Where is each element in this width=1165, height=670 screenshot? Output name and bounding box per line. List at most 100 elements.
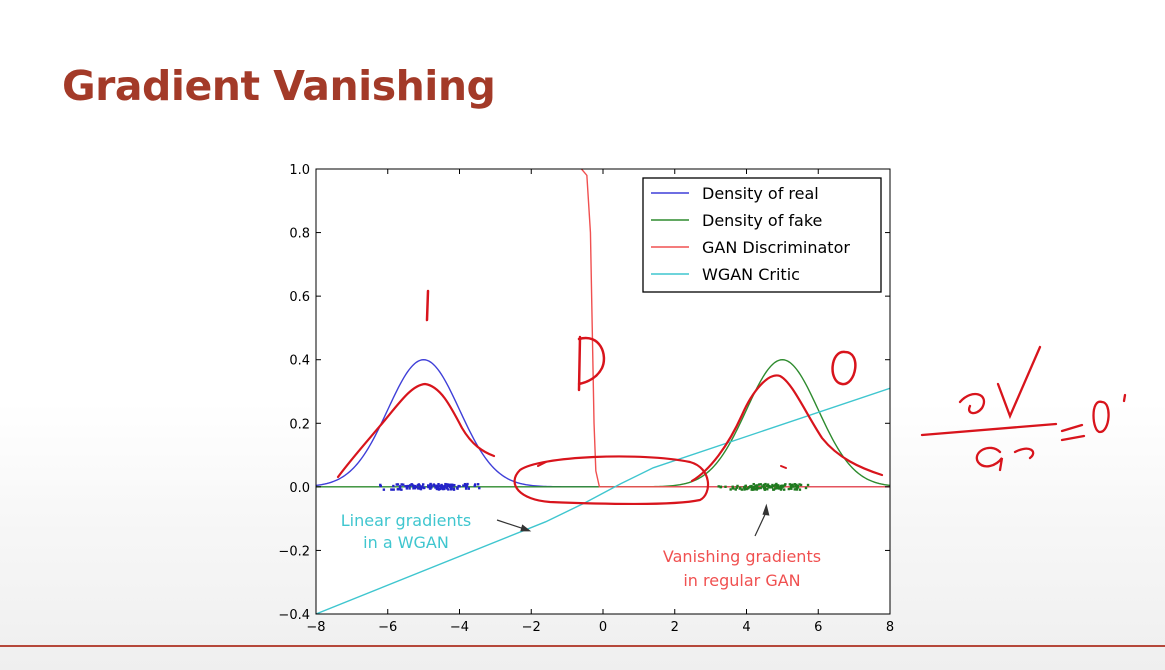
ink-mark-one: [425, 289, 430, 322]
legend-label: Density of fake: [702, 211, 822, 230]
scatter-point-real: [392, 488, 395, 491]
scatter-point-real: [396, 488, 400, 491]
x-tick-label: 8: [886, 620, 894, 635]
scatter-point-real: [400, 488, 403, 491]
scatter-point-fake: [804, 486, 808, 490]
scatter-point-fake: [754, 487, 758, 491]
scatter-point-fake: [750, 486, 754, 490]
scatter-point-fake: [745, 487, 748, 490]
scatter-point-real: [439, 485, 442, 488]
scatter-point-real: [439, 487, 443, 490]
scatter-point-real: [464, 487, 468, 490]
legend-box: [642, 177, 882, 293]
y-tick-label: −0.2: [278, 544, 310, 559]
scatter-point-fake: [752, 485, 756, 489]
scatter-point-fake: [774, 487, 777, 490]
scatter-point-fake: [731, 485, 734, 488]
scatter-point-real: [382, 488, 386, 491]
scatter-point-fake: [734, 488, 737, 491]
scatter-point-real: [423, 486, 426, 489]
scatter-point-fake: [743, 485, 747, 488]
y-tick-label: 0.8: [289, 227, 310, 242]
scatter-point-real: [430, 484, 433, 487]
scatter-point-real: [435, 484, 438, 487]
scatter-point-real: [420, 485, 423, 489]
scatter-point-real: [453, 483, 456, 487]
scatter-point-fake: [763, 488, 767, 491]
ink-tick-right-bottom: [780, 465, 787, 469]
scatter-point-fake: [736, 484, 739, 488]
scatter-point-fake: [748, 485, 752, 488]
scatter-point-real: [400, 483, 403, 486]
scatter-point-real: [405, 487, 409, 490]
scatter-point-real: [462, 484, 465, 487]
scatter-point-fake: [791, 483, 794, 487]
scatter-point-real: [419, 487, 423, 491]
scatter-point-fake: [795, 488, 799, 491]
bottom-rule: [0, 645, 1165, 647]
scatter-point-fake: [762, 483, 766, 487]
scatter-point-real: [463, 482, 467, 486]
scatter-point-real: [452, 488, 456, 491]
scatter-point-fake: [746, 487, 750, 490]
scatter-point-fake: [766, 483, 770, 486]
annotation-gan-text: in regular GAN: [683, 571, 800, 590]
y-tick-label: 0.4: [289, 354, 310, 369]
scatter-point-fake: [799, 483, 803, 487]
ink-trace-right: [690, 374, 884, 483]
annotation-wgan-text: Linear gradients: [341, 511, 472, 530]
annotation-gan-arrowhead: [762, 503, 770, 516]
scatter-point-fake: [765, 484, 768, 488]
scatter-point-fake: [780, 486, 783, 489]
scatter-point-fake: [781, 484, 785, 488]
scatter-point-fake: [740, 488, 744, 491]
scatter-point-fake: [767, 484, 771, 488]
scatter-point-fake: [772, 488, 776, 491]
scatter-point-real: [396, 483, 400, 486]
scatter-point-real: [412, 487, 415, 490]
scatter-point-fake: [784, 483, 787, 486]
scatter-point-fake: [766, 488, 769, 491]
scatter-point-fake: [735, 486, 738, 489]
scatter-point-real: [442, 486, 446, 489]
y-tick-label: 1.0: [289, 163, 310, 178]
scatter-point-real: [448, 485, 452, 488]
scatter-point-real: [445, 486, 449, 490]
scatter-point-fake: [798, 488, 802, 491]
scatter-point-real: [450, 487, 453, 491]
series-line-wgan-critic: [316, 387, 890, 614]
scatter-point-real: [457, 484, 460, 488]
scatter-point-fake: [729, 488, 732, 491]
scatter-point-real: [449, 483, 452, 487]
scatter-point-real: [465, 485, 469, 488]
ink-mark-zero: [831, 350, 857, 386]
scatter-point-real: [379, 483, 382, 487]
scatter-point-real: [430, 486, 433, 489]
ink-ellipse: [513, 455, 710, 506]
scatter-point-fake: [759, 483, 762, 486]
legend-label: GAN Discriminator: [702, 238, 850, 257]
scatter-point-real: [478, 486, 481, 490]
scatter-point-fake: [779, 488, 783, 491]
scatter-point-real: [408, 484, 412, 487]
scatter-point-real: [429, 482, 432, 486]
scatter-point-fake: [777, 484, 780, 487]
scatter-point-fake: [798, 483, 801, 486]
scatter-point-real: [408, 487, 411, 490]
scatter-point-fake: [796, 486, 800, 489]
scatter-point-fake: [755, 485, 758, 489]
scatter-point-fake: [792, 485, 795, 488]
scatter-point-real: [456, 487, 459, 490]
scatter-point-real: [416, 484, 420, 487]
scatter-point-real: [476, 483, 480, 486]
scatter-point-real: [436, 486, 440, 490]
scatter-point-real: [418, 484, 421, 487]
x-tick-label: −8: [306, 620, 325, 635]
scatter-point-fake: [750, 488, 753, 491]
scatter-point-fake: [761, 485, 764, 488]
ink-mark-d: [577, 335, 606, 392]
annotation-wgan-arrowhead: [520, 524, 532, 532]
scatter-point-real: [413, 487, 417, 490]
scatter-point-fake: [794, 484, 798, 488]
annotation-gan-arrow: [754, 513, 766, 537]
